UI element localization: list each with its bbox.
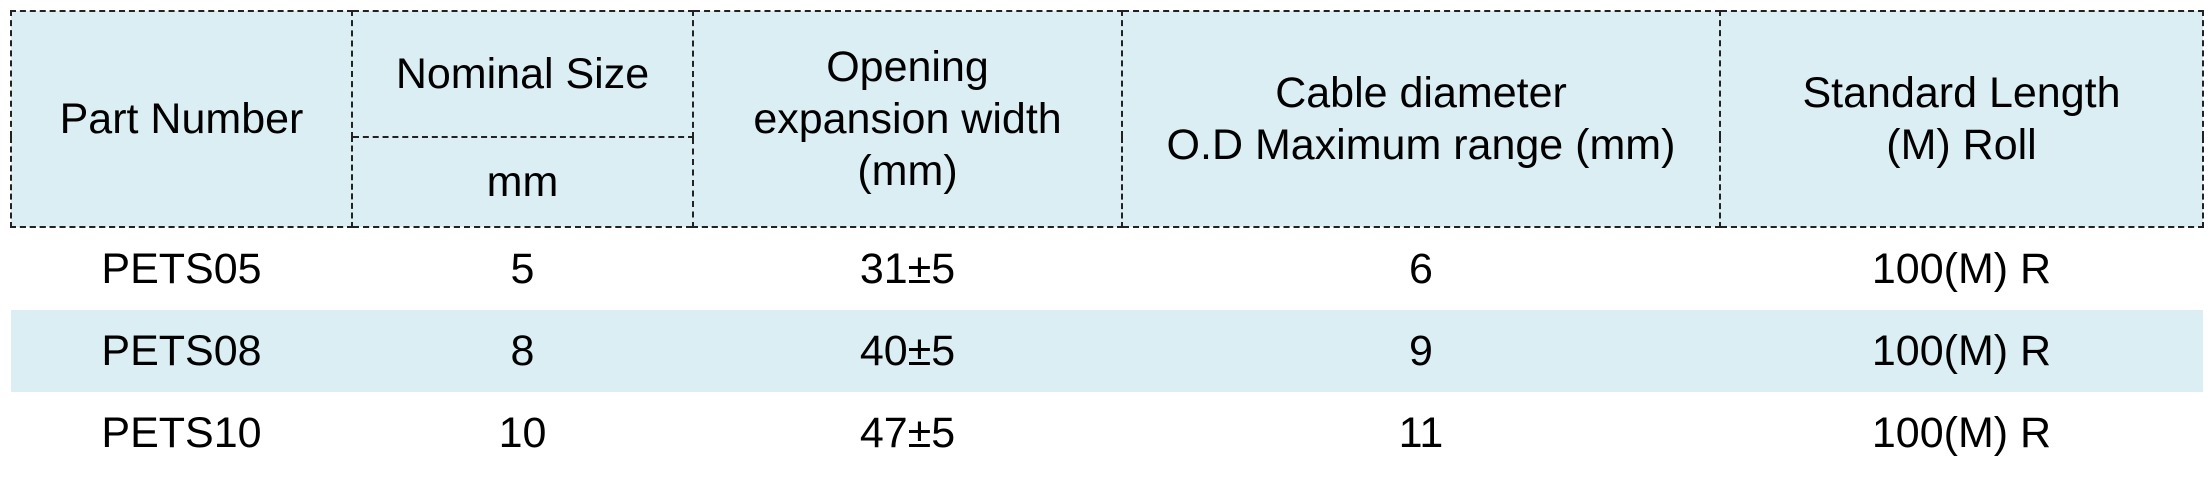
header-line: (M) Roll <box>1886 121 2037 169</box>
header-nominal-size: Nominal Size <box>351 10 694 138</box>
cell-part: PETS10 <box>101 409 262 457</box>
header-line: (mm) <box>857 147 958 195</box>
cell-size: 8 <box>352 310 693 392</box>
cell-opening: 47±5 <box>859 409 956 457</box>
header-line: O.D Maximum range (mm) <box>1166 121 1676 169</box>
cell-length: 100(M) R <box>1720 310 2203 392</box>
table-row: PETS05 5 31±5 6 100(M) R <box>11 227 2203 310</box>
cell-length: 100(M) R <box>1871 409 2052 457</box>
cell-part: PETS08 <box>11 310 352 392</box>
header-opening-width: Opening expansion width (mm) <box>692 10 1123 228</box>
header-line: Opening <box>826 43 989 91</box>
cell-cable: 6 <box>1409 245 1433 293</box>
cell-size: 5 <box>510 245 535 293</box>
header-cable-diameter: Cable diameter O.D Maximum range (mm) <box>1121 10 1721 228</box>
cell-cable: 9 <box>1122 310 1720 392</box>
cell-opening: 31±5 <box>859 245 956 293</box>
cell-part: PETS05 <box>101 245 262 293</box>
table-row: PETS10 10 47±5 11 100(M) R <box>11 392 2203 474</box>
header-standard-length: Standard Length (M) Roll <box>1719 10 2204 228</box>
cell-length: 100(M) R <box>1871 245 2052 293</box>
spec-table: Part Number Nominal Size Opening expansi… <box>10 10 2204 474</box>
cell-opening: 40±5 <box>693 310 1122 392</box>
header-nominal-unit: mm <box>351 136 694 228</box>
header-part-number: Part Number <box>10 10 353 228</box>
table-row: PETS08 8 40±5 9 100(M) R <box>11 310 2203 392</box>
cell-size: 10 <box>498 409 547 457</box>
cell-cable: 11 <box>1398 409 1444 457</box>
header-line: Cable diameter <box>1275 69 1567 117</box>
header-line: expansion width <box>753 95 1062 143</box>
header-line: Standard Length <box>1802 69 2121 117</box>
